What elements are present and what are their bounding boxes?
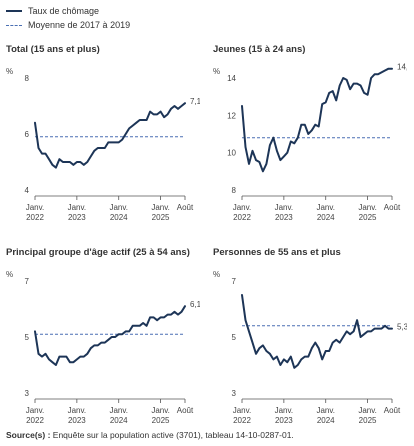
source-label: Source(s) :	[6, 430, 51, 440]
x-tick-label: Janv.	[316, 203, 335, 212]
y-unit-label: %	[213, 270, 220, 279]
x-tick-label-year: 2023	[275, 416, 293, 425]
series-line	[241, 294, 393, 369]
x-tick-label-year: 2025	[152, 213, 170, 222]
x-tick-label: Août	[384, 406, 401, 415]
chart-title: Jeunes (15 à 24 ans)	[213, 44, 306, 55]
legend-item-series[interactable]: Taux de chômage	[6, 4, 130, 18]
series-line	[34, 102, 186, 169]
x-tick-label-year: 2024	[110, 416, 128, 425]
x-tick-label: Janv.	[233, 406, 252, 415]
series-line	[241, 67, 393, 173]
end-value-label: 7,1	[190, 97, 200, 106]
x-tick-label: Janv.	[233, 203, 252, 212]
chart-svg: %8101214Janv.2022Janv.2023Janv.2024Janv.…	[213, 63, 407, 222]
x-tick-label-year: 2022	[26, 213, 44, 222]
y-tick-label: 10	[227, 149, 236, 158]
y-unit-label: %	[6, 270, 13, 279]
y-tick-label: 7	[232, 277, 237, 286]
legend-label-baseline: Moyenne de 2017 à 2019	[28, 20, 131, 30]
y-tick-label: 8	[25, 74, 30, 83]
x-tick-label: Janv.	[68, 406, 87, 415]
y-tick-label: 12	[227, 111, 236, 120]
x-tick-label: Janv.	[316, 406, 335, 415]
y-tick-label: 5	[25, 333, 30, 342]
x-tick-label: Janv.	[275, 203, 294, 212]
series-line	[34, 305, 186, 366]
y-tick-label: 4	[25, 186, 30, 195]
x-tick-label-year: 2023	[68, 213, 86, 222]
x-tick-label-year: 2022	[233, 213, 251, 222]
x-tick-label: Août	[177, 406, 194, 415]
chart-svg: %357Janv.2022Janv.2023Janv.2024Janv.2025…	[213, 270, 407, 425]
y-tick-label: 3	[25, 389, 30, 398]
legend: Taux de chômage Moyenne de 2017 à 2019	[6, 4, 130, 32]
x-tick-label: Janv.	[275, 406, 294, 415]
x-tick-label-year: 2024	[317, 213, 335, 222]
x-tick-label: Janv.	[68, 203, 87, 212]
legend-swatch-series	[6, 10, 22, 12]
chart-title: Personnes de 55 ans et plus	[213, 247, 341, 258]
x-tick-label: Janv.	[358, 406, 377, 415]
end-value-label: 5,3	[397, 323, 407, 332]
chart-panel-55-plus: Personnes de 55 ans et plus % 3 5 7 Janv. 202…	[207, 243, 407, 433]
x-tick-label: Août	[177, 203, 194, 212]
chart-panel-youth: Jeunes (15 à 24 ans) % 8 10 12 14 Janv. 2022 Ja…	[207, 40, 407, 230]
x-tick-label-year: 2025	[359, 416, 377, 425]
chart-svg: %357Janv.2022Janv.2023Janv.2024Janv.2025…	[6, 270, 200, 425]
y-unit-label: %	[213, 67, 220, 76]
x-tick-label: Janv.	[26, 203, 45, 212]
x-tick-label-year: 2023	[68, 416, 86, 425]
legend-label-series: Taux de chômage	[28, 6, 100, 16]
y-tick-label: 14	[227, 74, 236, 83]
chart-title: Total (15 ans et plus)	[6, 44, 100, 55]
x-tick-label-year: 2024	[317, 416, 335, 425]
chart-panel-total: Total (15 ans et plus) % 4 6 8 Janv. 2022 Janv…	[0, 40, 200, 230]
y-tick-label: 3	[232, 389, 237, 398]
x-tick-label: Août	[384, 203, 401, 212]
x-tick-label-year: 2022	[233, 416, 251, 425]
legend-item-baseline[interactable]: Moyenne de 2017 à 2019	[6, 18, 130, 32]
x-tick-label: Janv.	[151, 203, 170, 212]
x-tick-label-year: 2022	[26, 416, 44, 425]
y-tick-label: 8	[232, 186, 237, 195]
chart-title: Principal groupe d'âge actif (25 à 54 an…	[6, 247, 190, 258]
end-value-label: 6,1	[190, 300, 200, 309]
x-tick-label: Janv.	[109, 406, 128, 415]
x-tick-label: Janv.	[109, 203, 128, 212]
chart-svg: %468Janv.2022Janv.2023Janv.2024Janv.2025…	[6, 67, 200, 222]
x-tick-label: Janv.	[26, 406, 45, 415]
y-unit-label: %	[6, 67, 13, 76]
end-value-label: 14,5	[397, 63, 407, 72]
y-tick-label: 6	[25, 130, 30, 139]
source-text: Enquête sur la population active (3701),…	[52, 430, 294, 440]
x-tick-label-year: 2025	[152, 416, 170, 425]
chart-panel-core-age: Principal groupe d'âge actif (25 à 54 an…	[0, 243, 200, 433]
x-tick-label: Janv.	[151, 406, 170, 415]
x-tick-label-year: 2025	[359, 213, 377, 222]
source-note: Source(s) : Enquête sur la population ac…	[6, 430, 294, 440]
x-tick-label-year: 2024	[110, 213, 128, 222]
y-tick-label: 5	[232, 333, 237, 342]
y-tick-label: 7	[25, 277, 30, 286]
x-tick-label-year: 2023	[275, 213, 293, 222]
x-tick-label: Janv.	[358, 203, 377, 212]
legend-swatch-baseline	[6, 24, 22, 26]
